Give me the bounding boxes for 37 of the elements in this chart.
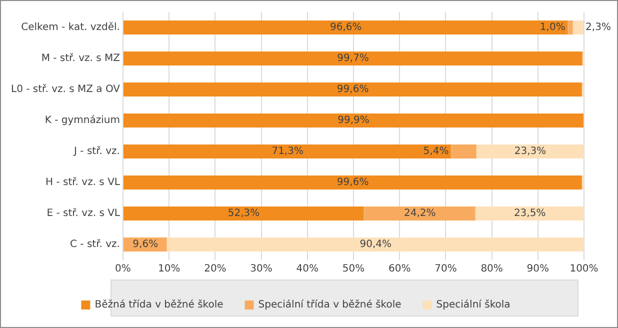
y-tick-label: C - stř. vz.: [70, 239, 120, 250]
x-tick-label: 60%: [388, 264, 411, 275]
x-tick-label: 70%: [434, 264, 457, 275]
data-label: 99,6%: [336, 177, 369, 188]
data-label: 90,4%: [360, 239, 392, 250]
data-label: 23,5%: [514, 208, 546, 220]
y-tick-label: L0 - stř. vz. s MZ a OV: [10, 84, 120, 96]
legend-label: Běžná třída v běžné škole: [94, 300, 224, 311]
y-tick-label: E - stř. vz. s VL: [46, 208, 120, 220]
legend-label: Speciální škola: [436, 300, 510, 311]
y-tick-label: Celkem - kat. vzděl.: [21, 22, 120, 34]
data-label: 5,4%: [423, 146, 449, 158]
y-tick-label: M - stř. vz. s MZ: [41, 53, 120, 64]
y-tick-label: J - stř. vz.: [73, 146, 120, 158]
x-tick-label: 30%: [250, 264, 272, 275]
data-label: 1,0%: [540, 22, 566, 34]
x-tick-label: 90%: [526, 264, 550, 275]
data-label: 9,6%: [132, 239, 158, 250]
x-tick-label: 10%: [158, 264, 180, 275]
legend-label: Speciální třída v běžné škole: [258, 300, 402, 311]
data-label: 99,6%: [336, 84, 369, 96]
x-tick-label: 0%: [115, 264, 131, 275]
data-label: 71,3%: [272, 146, 304, 158]
data-label: 52,3%: [228, 208, 260, 220]
data-label: 99,9%: [338, 115, 370, 126]
y-tick-label: K - gymnázium: [44, 115, 120, 126]
data-label: 23,3%: [514, 146, 546, 158]
x-tick-label: 20%: [204, 264, 226, 275]
x-tick-label: 80%: [480, 264, 503, 275]
data-label: 24,2%: [404, 208, 436, 220]
data-label: 96,6%: [330, 22, 362, 34]
data-label: 2,3%: [586, 22, 611, 34]
x-tick-label: 100%: [570, 264, 598, 275]
x-tick-label: 50%: [342, 264, 365, 275]
x-tick-label: 40%: [296, 264, 319, 275]
y-tick-label: H - stř. vz. s VL: [45, 177, 120, 188]
data-label: 99,7%: [337, 53, 369, 64]
